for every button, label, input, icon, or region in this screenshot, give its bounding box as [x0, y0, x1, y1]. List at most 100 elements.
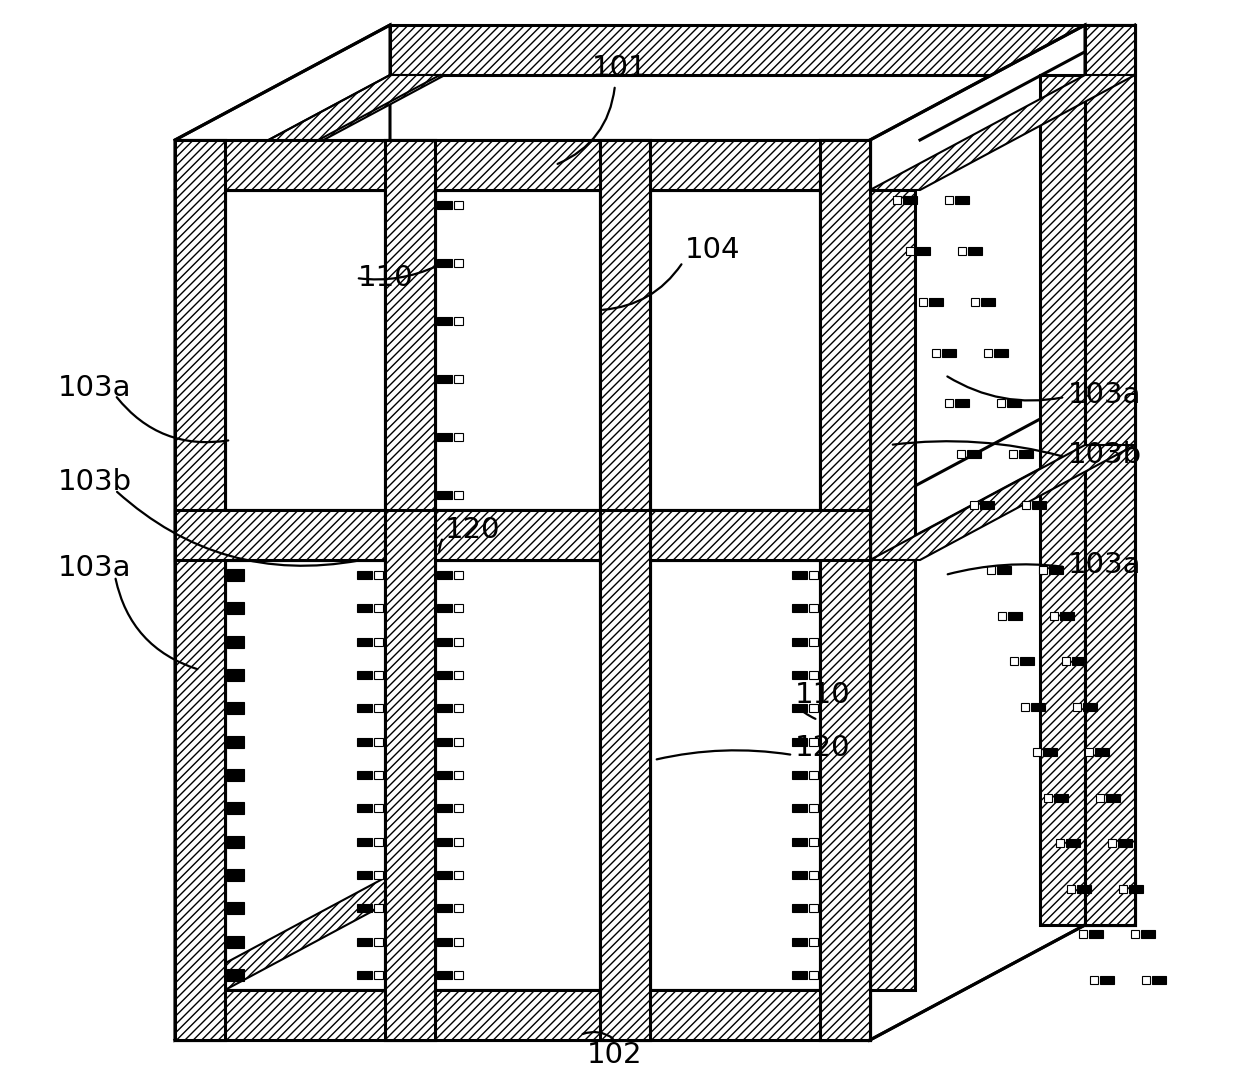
Text: 102: 102	[588, 1041, 642, 1069]
Bar	[436, 201, 453, 209]
Bar	[454, 638, 463, 646]
Bar	[373, 571, 383, 579]
Bar	[454, 671, 463, 680]
Bar	[1090, 976, 1099, 984]
Text: 103b: 103b	[1068, 441, 1142, 469]
Bar	[1007, 400, 1021, 407]
Bar	[357, 671, 372, 680]
Bar	[971, 501, 978, 509]
Bar	[436, 638, 453, 646]
Bar	[454, 871, 463, 879]
Bar	[1141, 930, 1154, 939]
Text: 101: 101	[593, 54, 647, 82]
Bar	[998, 612, 1007, 620]
Bar	[929, 297, 942, 306]
Bar	[175, 510, 870, 560]
Bar	[1085, 25, 1135, 925]
Bar	[971, 297, 978, 306]
Bar	[227, 702, 243, 714]
Bar	[1142, 976, 1151, 984]
Bar	[391, 395, 1135, 445]
Text: 103a: 103a	[58, 374, 131, 402]
Bar	[1131, 930, 1140, 939]
Bar	[175, 140, 870, 189]
Bar	[808, 638, 817, 646]
Bar	[1118, 840, 1132, 847]
Bar	[945, 196, 954, 204]
Bar	[357, 604, 372, 612]
Bar	[1008, 612, 1022, 620]
Bar	[870, 189, 915, 990]
Bar	[436, 771, 453, 779]
Bar	[384, 510, 435, 1040]
Bar	[384, 510, 435, 1040]
Bar	[227, 568, 243, 582]
Bar	[454, 904, 463, 913]
Bar	[600, 510, 650, 1040]
Bar	[791, 771, 807, 779]
Bar	[175, 140, 224, 1040]
Bar	[391, 874, 1135, 925]
Bar	[373, 705, 383, 712]
Bar	[373, 737, 383, 746]
Bar	[1089, 930, 1102, 939]
Text: 103a: 103a	[1068, 381, 1142, 409]
Bar	[384, 140, 435, 560]
Bar	[945, 400, 952, 407]
Text: 104: 104	[684, 236, 740, 264]
Bar	[791, 971, 807, 979]
Bar	[1060, 612, 1074, 620]
Bar	[373, 671, 383, 680]
Bar	[997, 566, 1011, 574]
Bar	[357, 771, 372, 779]
Bar	[600, 510, 650, 1040]
Bar	[227, 669, 243, 681]
Bar	[454, 771, 463, 779]
Bar	[916, 247, 930, 255]
Bar	[791, 638, 807, 646]
Bar	[357, 837, 372, 846]
Bar	[791, 571, 807, 579]
Bar	[227, 736, 243, 748]
Bar	[436, 259, 453, 267]
Bar	[1049, 566, 1063, 574]
Bar	[1100, 976, 1115, 984]
Bar	[808, 771, 817, 779]
Bar	[454, 938, 463, 945]
Bar	[791, 938, 807, 945]
Bar	[384, 140, 435, 560]
Bar	[227, 935, 243, 947]
Bar	[436, 938, 453, 945]
Bar	[175, 510, 870, 560]
Bar	[983, 348, 992, 356]
Bar	[650, 560, 820, 990]
Bar	[1120, 885, 1127, 893]
Bar	[1078, 885, 1091, 893]
Bar	[791, 871, 807, 879]
Bar	[373, 837, 383, 846]
Bar	[373, 871, 383, 879]
Bar	[1071, 657, 1086, 665]
Bar	[959, 247, 966, 255]
Bar	[1044, 794, 1053, 802]
Bar	[903, 196, 918, 204]
Bar	[1039, 566, 1047, 574]
Bar	[808, 737, 817, 746]
Bar	[454, 317, 463, 325]
Bar	[357, 737, 372, 746]
Bar	[357, 904, 372, 913]
Bar	[1095, 748, 1109, 756]
Bar	[373, 604, 383, 612]
Bar	[1032, 702, 1045, 711]
Bar	[1152, 976, 1167, 984]
Bar	[967, 450, 982, 458]
Bar	[1019, 450, 1033, 458]
Text: 110: 110	[358, 264, 414, 292]
Bar	[436, 375, 453, 383]
Bar	[650, 189, 820, 510]
Bar	[931, 348, 940, 356]
Bar	[435, 560, 600, 990]
Bar	[791, 705, 807, 712]
Bar	[357, 571, 372, 579]
Bar	[224, 560, 384, 990]
